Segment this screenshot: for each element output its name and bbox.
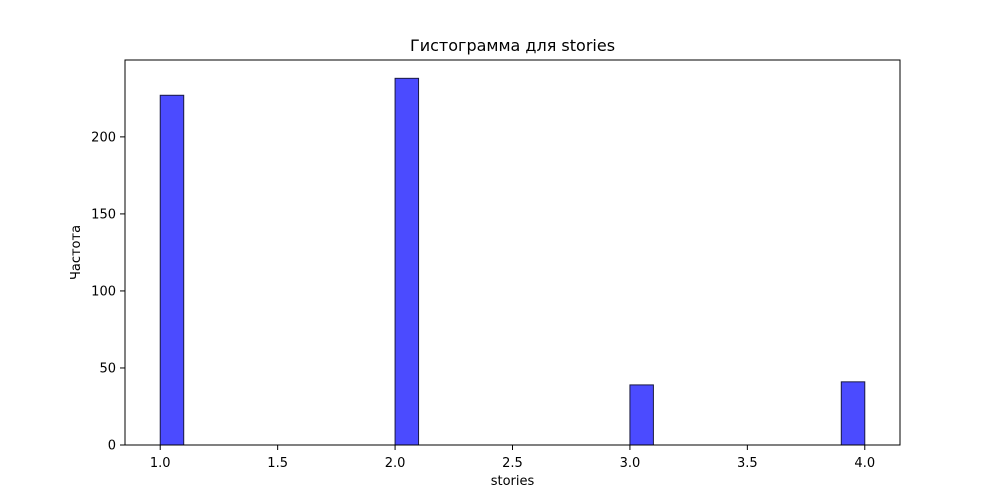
y-axis-label: Частота	[69, 225, 84, 280]
histogram-bar-3	[840, 381, 866, 446]
x-tick-label-4: 3.0	[620, 456, 641, 471]
y-axis: 0 50 100 150 200	[91, 130, 125, 454]
y-tick-label-4: 200	[91, 130, 116, 145]
y-tick-label-1: 50	[99, 361, 116, 376]
y-tick-label-3: 150	[91, 207, 116, 222]
histogram-bar-0	[159, 94, 185, 446]
histogram-bar-1	[394, 77, 420, 446]
x-tick-label-2: 2.0	[385, 456, 406, 471]
x-axis: 1.0 1.5 2.0 2.5 3.0 3.5 4.0	[150, 445, 875, 471]
x-tick-label-6: 4.0	[854, 456, 875, 471]
x-tick-label-1: 1.5	[267, 456, 288, 471]
histogram-bar-2	[629, 384, 654, 446]
plot-frame	[124, 59, 901, 446]
bars-layer	[159, 77, 866, 446]
chart-title: Гистограмма для stories	[410, 36, 615, 55]
y-tick-label-2: 100	[91, 284, 116, 299]
x-tick-label-3: 2.5	[502, 456, 523, 471]
y-tick-label-0: 0	[108, 439, 116, 454]
x-tick-label-0: 1.0	[150, 456, 171, 471]
x-axis-label: stories	[491, 474, 535, 489]
x-tick-label-5: 3.5	[737, 456, 758, 471]
